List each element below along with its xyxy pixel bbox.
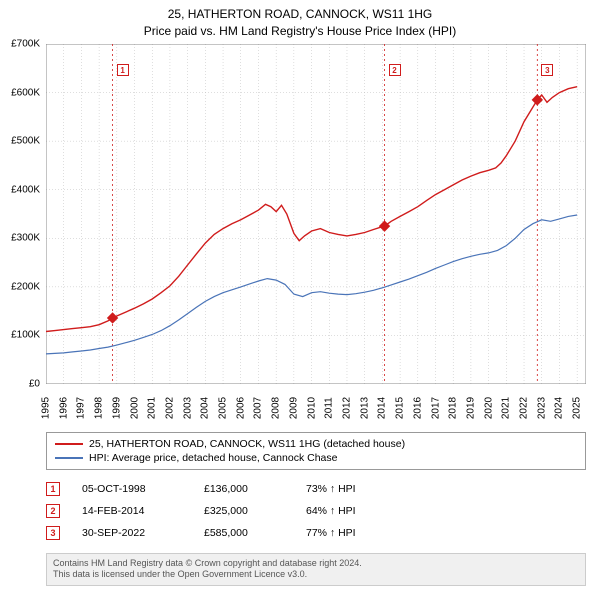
event-date: 05-OCT-1998 (82, 483, 182, 495)
x-tick-label: 2024 (554, 397, 565, 419)
x-tick-label: 2006 (235, 397, 246, 419)
x-tick-label: 1995 (41, 397, 52, 419)
x-tick-label: 2020 (483, 397, 494, 419)
y-tick-label: £100K (11, 330, 40, 341)
events-table: 1 05-OCT-1998 £136,000 73% ↑ HPI 2 14-FEB-201… (46, 478, 586, 544)
x-tick-label: 2018 (448, 397, 459, 419)
legend-item: HPI: Average price, detached house, Cann… (55, 451, 577, 465)
event-price: £136,000 (204, 483, 284, 495)
event-price: £585,000 (204, 527, 284, 539)
x-tick-label: 1999 (111, 397, 122, 419)
x-tick-label: 2015 (395, 397, 406, 419)
legend-item: 25, HATHERTON ROAD, CANNOCK, WS11 1HG (d… (55, 437, 577, 451)
y-tick-label: £200K (11, 281, 40, 292)
x-tick-label: 1997 (76, 397, 87, 419)
event-marker-3: 3 (541, 64, 553, 76)
event-pct: 77% ↑ HPI (306, 527, 356, 539)
y-tick-label: £600K (11, 87, 40, 98)
event-num: 3 (46, 526, 60, 540)
x-tick-label: 2004 (200, 397, 211, 419)
x-tick-label: 2011 (324, 397, 335, 419)
x-axis: 1995199619971998199920002001200220032004… (46, 386, 586, 430)
x-tick-label: 2001 (147, 397, 158, 419)
y-tick-label: £700K (11, 39, 40, 50)
event-marker-2: 2 (389, 64, 401, 76)
legend-swatch (55, 443, 83, 445)
event-row: 3 30-SEP-2022 £585,000 77% ↑ HPI (46, 522, 586, 544)
event-row: 1 05-OCT-1998 £136,000 73% ↑ HPI (46, 478, 586, 500)
footer-line2: This data is licensed under the Open Gov… (53, 569, 579, 581)
footer-line1: Contains HM Land Registry data © Crown c… (53, 558, 579, 570)
x-tick-label: 2021 (501, 397, 512, 419)
x-tick-label: 1998 (94, 397, 105, 419)
x-tick-label: 2017 (430, 397, 441, 419)
event-num: 1 (46, 482, 60, 496)
chart-title-line1: 25, HATHERTON ROAD, CANNOCK, WS11 1HG (0, 6, 600, 23)
x-tick-label: 2002 (164, 397, 175, 419)
event-date: 14-FEB-2014 (82, 505, 182, 517)
x-tick-label: 2016 (412, 397, 423, 419)
y-tick-label: £500K (11, 136, 40, 147)
x-tick-label: 2009 (288, 397, 299, 419)
legend-label: 25, HATHERTON ROAD, CANNOCK, WS11 1HG (d… (89, 438, 405, 450)
x-tick-label: 2025 (572, 397, 583, 419)
legend-label: HPI: Average price, detached house, Cann… (89, 452, 337, 464)
chart-plot-area: 1 2 3 (46, 44, 586, 384)
chart-title-block: 25, HATHERTON ROAD, CANNOCK, WS11 1HG Pr… (0, 0, 600, 40)
event-marker-1: 1 (117, 64, 129, 76)
chart-title-line2: Price paid vs. HM Land Registry's House … (0, 23, 600, 40)
x-tick-label: 2003 (182, 397, 193, 419)
legend-swatch (55, 457, 83, 459)
footer-attribution: Contains HM Land Registry data © Crown c… (46, 553, 586, 586)
x-tick-label: 2022 (519, 397, 530, 419)
y-tick-label: £300K (11, 233, 40, 244)
x-tick-label: 2023 (536, 397, 547, 419)
event-price: £325,000 (204, 505, 284, 517)
x-tick-label: 2005 (218, 397, 229, 419)
x-tick-label: 2012 (341, 397, 352, 419)
x-tick-label: 2019 (465, 397, 476, 419)
x-tick-label: 2008 (271, 397, 282, 419)
event-date: 30-SEP-2022 (82, 527, 182, 539)
legend: 25, HATHERTON ROAD, CANNOCK, WS11 1HG (d… (46, 432, 586, 470)
y-axis: £0£100K£200K£300K£400K£500K£600K£700K (0, 44, 44, 384)
event-num: 2 (46, 504, 60, 518)
x-tick-label: 2010 (306, 397, 317, 419)
x-tick-label: 1996 (58, 397, 69, 419)
y-tick-label: £400K (11, 184, 40, 195)
x-tick-label: 2013 (359, 397, 370, 419)
chart-svg (46, 44, 586, 384)
event-pct: 73% ↑ HPI (306, 483, 356, 495)
x-tick-label: 2014 (377, 397, 388, 419)
x-tick-label: 2007 (253, 397, 264, 419)
x-tick-label: 2000 (129, 397, 140, 419)
event-pct: 64% ↑ HPI (306, 505, 356, 517)
event-row: 2 14-FEB-2014 £325,000 64% ↑ HPI (46, 500, 586, 522)
chart-container: 25, HATHERTON ROAD, CANNOCK, WS11 1HG Pr… (0, 0, 600, 590)
y-tick-label: £0 (29, 379, 40, 390)
